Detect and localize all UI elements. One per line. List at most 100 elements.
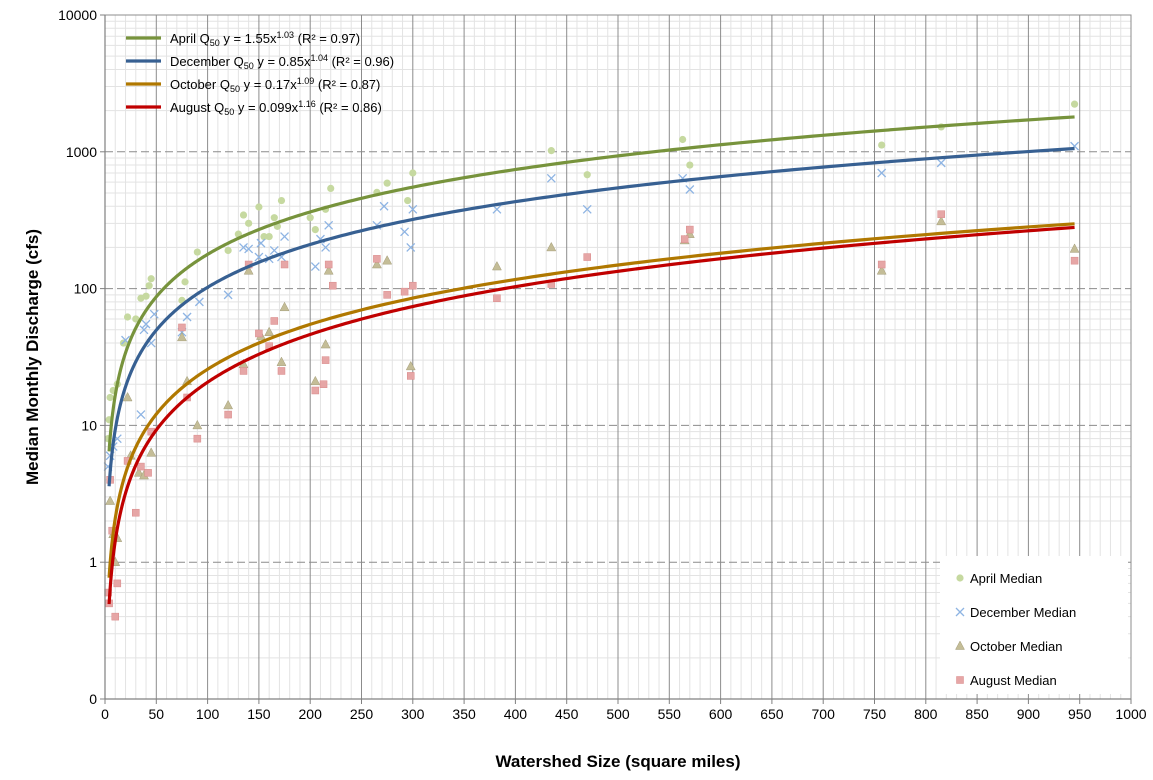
x-tick-label: 900 [1017, 706, 1041, 722]
x-axis-title: Watershed Size (square miles) [495, 752, 740, 771]
data-point [379, 201, 389, 211]
data-point [244, 244, 254, 254]
data-point [149, 309, 159, 319]
data-point [492, 204, 502, 214]
data-point [406, 242, 416, 252]
data-point [546, 173, 556, 183]
x-tick-label: 600 [709, 706, 733, 722]
legend-label-october-median: October Median [970, 639, 1063, 654]
data-point [311, 225, 319, 234]
trendline-april [107, 115, 1075, 452]
legend-equation-october: October Q50 y = 0.17x1.09 (R² = 0.87) [170, 76, 380, 94]
x-tick-label: 650 [760, 706, 784, 722]
trendline-legend: April Q50 y = 1.55x1.03 (R² = 0.97) Decem… [126, 30, 394, 117]
data-point [409, 169, 417, 177]
legend-label-april-median: April Median [970, 571, 1042, 586]
data-point [122, 391, 133, 402]
y-tick-label: 100 [74, 281, 98, 297]
data-point [400, 287, 409, 296]
x-tick-label: 250 [350, 706, 374, 722]
x-tick-label: 100 [196, 706, 220, 722]
data-point [260, 232, 268, 241]
data-point [144, 469, 152, 477]
data-point [113, 579, 122, 588]
data-point [583, 171, 591, 179]
data-point [323, 265, 334, 275]
data-point [146, 447, 157, 457]
trendlines [107, 115, 1075, 605]
x-tick-label: 750 [863, 706, 887, 722]
data-point [680, 235, 689, 243]
data-point [936, 215, 947, 226]
data-point [306, 214, 314, 222]
data-point [123, 313, 132, 321]
x-tick-label: 950 [1068, 706, 1092, 722]
data-point [277, 196, 286, 205]
x-tick-label: 50 [149, 706, 165, 722]
legend-marker-april-median [956, 574, 964, 582]
data-point [194, 297, 204, 307]
data-point [310, 262, 320, 271]
data-point [133, 467, 144, 477]
x-tick-label: 400 [504, 706, 528, 722]
y-tick-label: 1000 [66, 144, 97, 160]
y-axis-title: Median Monthly Discharge (cfs) [23, 229, 42, 485]
data-point [141, 319, 151, 329]
trendline-december [107, 146, 1075, 487]
x-tick-label: 0 [101, 706, 109, 722]
legend-equation-august: August Q50 y = 0.099x1.16 (R² = 0.86) [170, 99, 382, 117]
x-tick-label: 150 [247, 706, 271, 722]
data-point [382, 255, 393, 265]
data-point [224, 410, 232, 419]
data-point [324, 220, 334, 230]
data-point [105, 495, 116, 505]
data-point [371, 258, 382, 269]
y-tick-label: 0 [89, 691, 97, 707]
major-grid [105, 15, 1131, 699]
data-point [270, 317, 279, 325]
data-point [878, 141, 886, 149]
x-tick-label: 350 [452, 706, 476, 722]
data-point [877, 260, 886, 269]
data-point [547, 147, 555, 155]
x-tick-label: 550 [658, 706, 682, 722]
data-point [177, 331, 187, 342]
data-point [147, 275, 155, 283]
data-point [311, 386, 320, 395]
data-point [937, 210, 945, 218]
x-tick-label: 850 [965, 706, 989, 722]
data-point [936, 158, 946, 168]
data-point [132, 315, 140, 323]
data-point [685, 185, 695, 194]
data-point [679, 135, 687, 144]
data-point [139, 325, 149, 335]
data-point [373, 255, 381, 263]
x-tick-label: 300 [401, 706, 425, 722]
data-point [265, 232, 273, 241]
x-tick-label: 500 [606, 706, 630, 722]
data-point [255, 329, 263, 338]
legend-marker-december-median [955, 607, 965, 617]
data-point [493, 294, 501, 303]
data-point [877, 168, 887, 178]
data-point [239, 367, 248, 375]
x-tick-label: 800 [914, 706, 938, 722]
data-point [1069, 243, 1080, 253]
data-point [239, 211, 248, 219]
legend-equation-april: April Q50 y = 1.55x1.03 (R² = 0.97) [170, 30, 360, 48]
data-point [142, 292, 150, 300]
data-point [492, 260, 502, 271]
trendline-august [107, 225, 1075, 605]
data-point [277, 367, 286, 375]
y-tick-labels: 0 1 10 100 1000 10000 [58, 7, 105, 707]
data-point [319, 380, 328, 388]
data-point [264, 326, 275, 336]
data-point [243, 265, 254, 275]
data-point [329, 281, 337, 290]
y-tick-label: 10000 [58, 7, 97, 23]
data-point [686, 225, 694, 234]
data-point [181, 278, 189, 286]
data-point [270, 214, 278, 222]
data-point [409, 281, 417, 290]
